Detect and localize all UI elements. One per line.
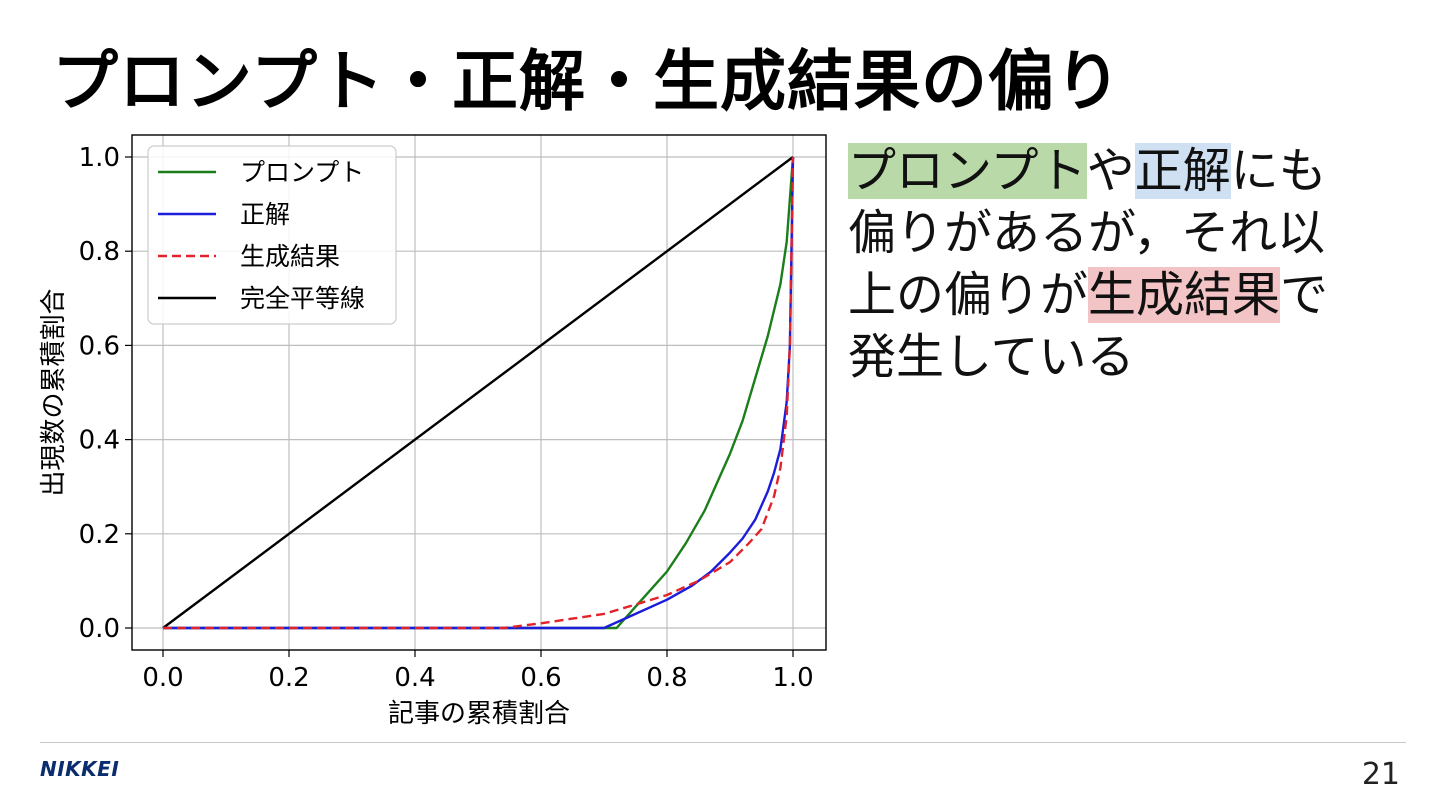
x-tick-label: 0.8 (646, 663, 687, 693)
y-tick-label: 0.6 (79, 331, 120, 361)
y-tick-label: 0.8 (79, 237, 120, 267)
legend-box (147, 145, 397, 325)
highlight-answer: 正解 (1134, 143, 1231, 199)
legend-label: 生成結果 (240, 242, 340, 271)
series-line-0 (163, 156, 795, 630)
nikkei-logo: NIKKEI (40, 757, 120, 781)
chart-series (162, 156, 795, 630)
side-text-line-2: 偏りがあるが，それ以 (848, 205, 1326, 261)
lorenz-chart: 0.0 0.2 0.4 0.6 0.8 1.0 0.0 0.2 0.4 0.6 0.8 1.0 記事の… (39, 134, 827, 729)
side-text-segment: 上の偏りが (848, 267, 1089, 323)
slide-title: プロンプト・正解・生成結果の偏り (52, 43, 1123, 120)
x-tick-label: 0.6 (520, 663, 561, 693)
plot-frame (131, 134, 827, 651)
legend-label: 完全平等線 (240, 284, 365, 313)
chart-grid (132, 135, 826, 650)
side-text: プロンプトや正解にも 偏りがあるが，それ以 上の偏りが生成結果で 発生している (848, 140, 1408, 388)
y-tick-label: 0.0 (79, 614, 120, 644)
page-number: 21 (1361, 757, 1400, 792)
x-tick-label: 0.0 (142, 663, 183, 693)
side-text-particle: や (1086, 143, 1135, 199)
side-text-line-1: プロンプトや正解にも (848, 140, 1408, 202)
y-tick-label: 0.2 (79, 520, 120, 550)
x-tick-label: 1.0 (772, 663, 813, 693)
y-tick-label: 0.4 (79, 426, 120, 456)
highlight-generated: 生成結果 (1088, 267, 1281, 323)
y-axis-label: 出現数の累積割合 (39, 288, 69, 496)
x-axis-label: 記事の累積割合 (388, 699, 570, 729)
series-line-2 (163, 156, 795, 630)
series-line-1 (163, 156, 795, 630)
side-text-particle: にも (1230, 143, 1327, 199)
y-tick-label: 1.0 (79, 143, 120, 173)
side-text-line-4: 発生している (848, 329, 1135, 385)
side-text-line-3: 上の偏りが生成結果で (848, 264, 1408, 326)
legend-label: 正解 (240, 200, 290, 229)
legend-label: プロンプト (240, 158, 364, 187)
highlight-prompt: プロンプト (848, 143, 1087, 199)
x-tick-label: 0.4 (394, 663, 435, 693)
chart-ticks: 0.0 0.2 0.4 0.6 0.8 1.0 0.0 0.2 0.4 0.6 0.8 1.0 (79, 143, 814, 693)
footer-divider (40, 742, 1406, 743)
x-tick-label: 0.2 (268, 663, 309, 693)
side-text-segment: で (1280, 267, 1329, 323)
series-line-3 (162, 156, 794, 629)
